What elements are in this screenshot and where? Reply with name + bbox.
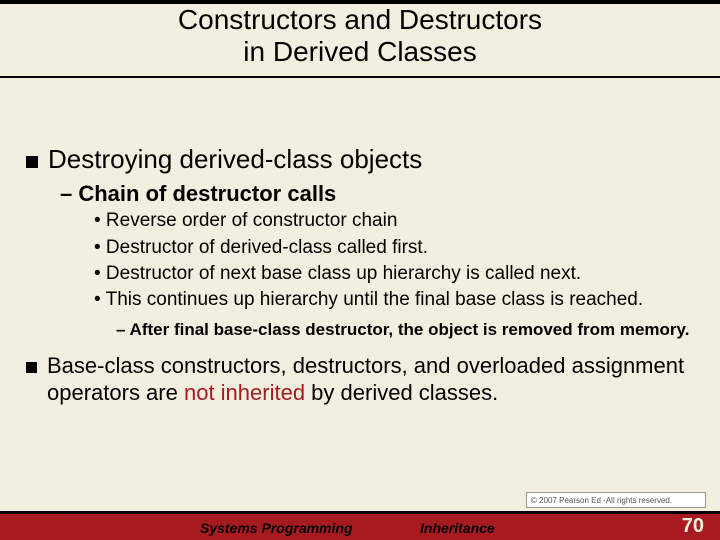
top-rule <box>0 0 720 4</box>
footer-topic: Inheritance <box>420 520 495 536</box>
bullet1-text: Destroying derived-class objects <box>48 144 422 175</box>
bullet-level3: • Destructor of next base class up hiera… <box>94 262 700 286</box>
title-line1: Constructors and Destructors <box>178 4 542 35</box>
copyright-badge: © 2007 Pearson Ed -All rights reserved. <box>526 492 706 508</box>
bullet2-post: by derived classes. <box>305 380 498 405</box>
bullet-level3: • Reverse order of constructor chain <box>94 209 700 233</box>
slide-title: Constructors and Destructors in Derived … <box>0 0 720 68</box>
bullet2-text: Base-class constructors, destructors, an… <box>47 352 700 407</box>
bullet-level4: – After final base-class destructor, the… <box>116 319 700 340</box>
footer-course: Systems Programming <box>200 520 353 536</box>
bullet-level1: Base-class constructors, destructors, an… <box>26 352 700 407</box>
logo-mark-icon <box>12 518 26 532</box>
square-bullet-icon <box>26 362 37 373</box>
square-bullet-icon <box>26 156 38 168</box>
wpi-logo: WPI <box>12 515 61 536</box>
copyright-text: © 2007 Pearson Ed -All rights reserved. <box>531 496 672 505</box>
bullet-level3: • This continues up hierarchy until the … <box>94 288 700 312</box>
footer-band <box>0 514 720 540</box>
bullet-level1: Destroying derived-class objects <box>26 144 700 175</box>
bullet2-emphasis: not inherited <box>184 380 305 405</box>
slide-body: Destroying derived-class objects – Chain… <box>0 68 720 407</box>
page-number: 70 <box>682 515 704 538</box>
bullet-level3: • Destructor of derived-class called fir… <box>94 236 700 260</box>
logo-text: WPI <box>28 515 61 536</box>
title-line2: in Derived Classes <box>243 36 476 67</box>
title-underline <box>0 76 720 78</box>
bullet-level2: – Chain of destructor calls <box>60 181 700 207</box>
